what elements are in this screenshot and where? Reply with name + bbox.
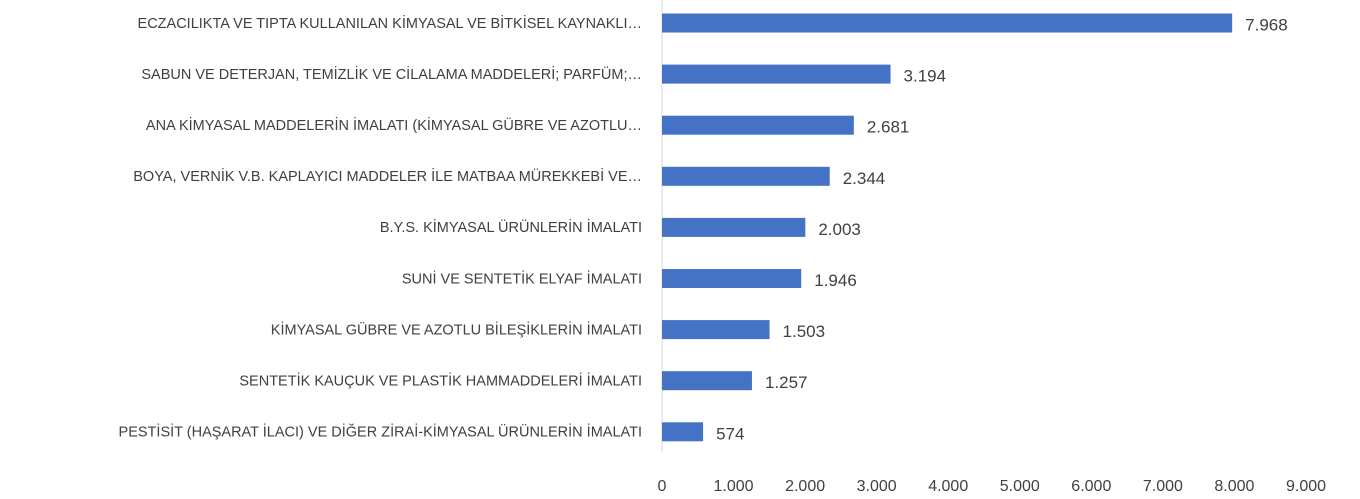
- x-tick-label: 1.000: [714, 478, 754, 495]
- value-label: 1.503: [783, 322, 826, 341]
- x-tick-label: 5.000: [1000, 478, 1040, 495]
- value-label: 3.194: [904, 67, 947, 86]
- category-label: B.Y.S. KİMYASAL ÜRÜNLERİN İMALATI: [380, 218, 642, 236]
- bar: [662, 13, 1233, 33]
- bar: [662, 166, 830, 186]
- x-tick-label: 0: [658, 478, 667, 495]
- bar: [662, 269, 802, 288]
- x-tick-label: 3.000: [857, 478, 897, 495]
- category-label: SENTETİK KAUÇUK VE PLASTİK HAMMADDELERİ …: [239, 372, 642, 390]
- value-label: 1.257: [765, 373, 808, 392]
- x-tick-label: 8.000: [1214, 478, 1254, 495]
- category-label: ECZACILIKTA VE TIPTA KULLANILAN KİMYASAL…: [138, 14, 642, 32]
- value-label: 574: [716, 424, 744, 443]
- x-tick-label: 9.000: [1286, 478, 1326, 495]
- value-label: 2.681: [867, 118, 910, 137]
- x-tick-label: 2.000: [785, 478, 825, 495]
- category-label: BOYA, VERNİK V.B. KAPLAYICI MADDELER İLE…: [133, 167, 642, 185]
- bar: [662, 217, 806, 237]
- value-label: 2.003: [818, 220, 861, 239]
- bar: [662, 371, 752, 391]
- category-label: KİMYASAL GÜBRE VE AZOTLU BİLEŞİKLERİN İM…: [271, 320, 642, 338]
- x-tick-label: 6.000: [1071, 478, 1111, 495]
- category-label: PESTİSİT (HAŞARAT İLACI) VE DİĞER ZİRAİ-…: [119, 423, 642, 441]
- value-label: 1.946: [814, 271, 857, 290]
- category-label: SABUN VE DETERJAN, TEMİZLİK VE CİLALAMA …: [141, 65, 642, 83]
- category-label: ANA KİMYASAL MADDELERİN İMALATI (KİMYASA…: [146, 116, 642, 134]
- bar: [662, 115, 854, 135]
- bar: [662, 320, 770, 340]
- x-tick-label: 7.000: [1143, 478, 1183, 495]
- category-label: SUNİ VE SENTETİK ELYAF İMALATI: [402, 269, 642, 287]
- value-label: 2.344: [843, 169, 886, 188]
- bar: [662, 64, 891, 84]
- x-tick-label: 4.000: [928, 478, 968, 495]
- bar: [662, 422, 704, 442]
- value-label: 7.968: [1245, 15, 1288, 34]
